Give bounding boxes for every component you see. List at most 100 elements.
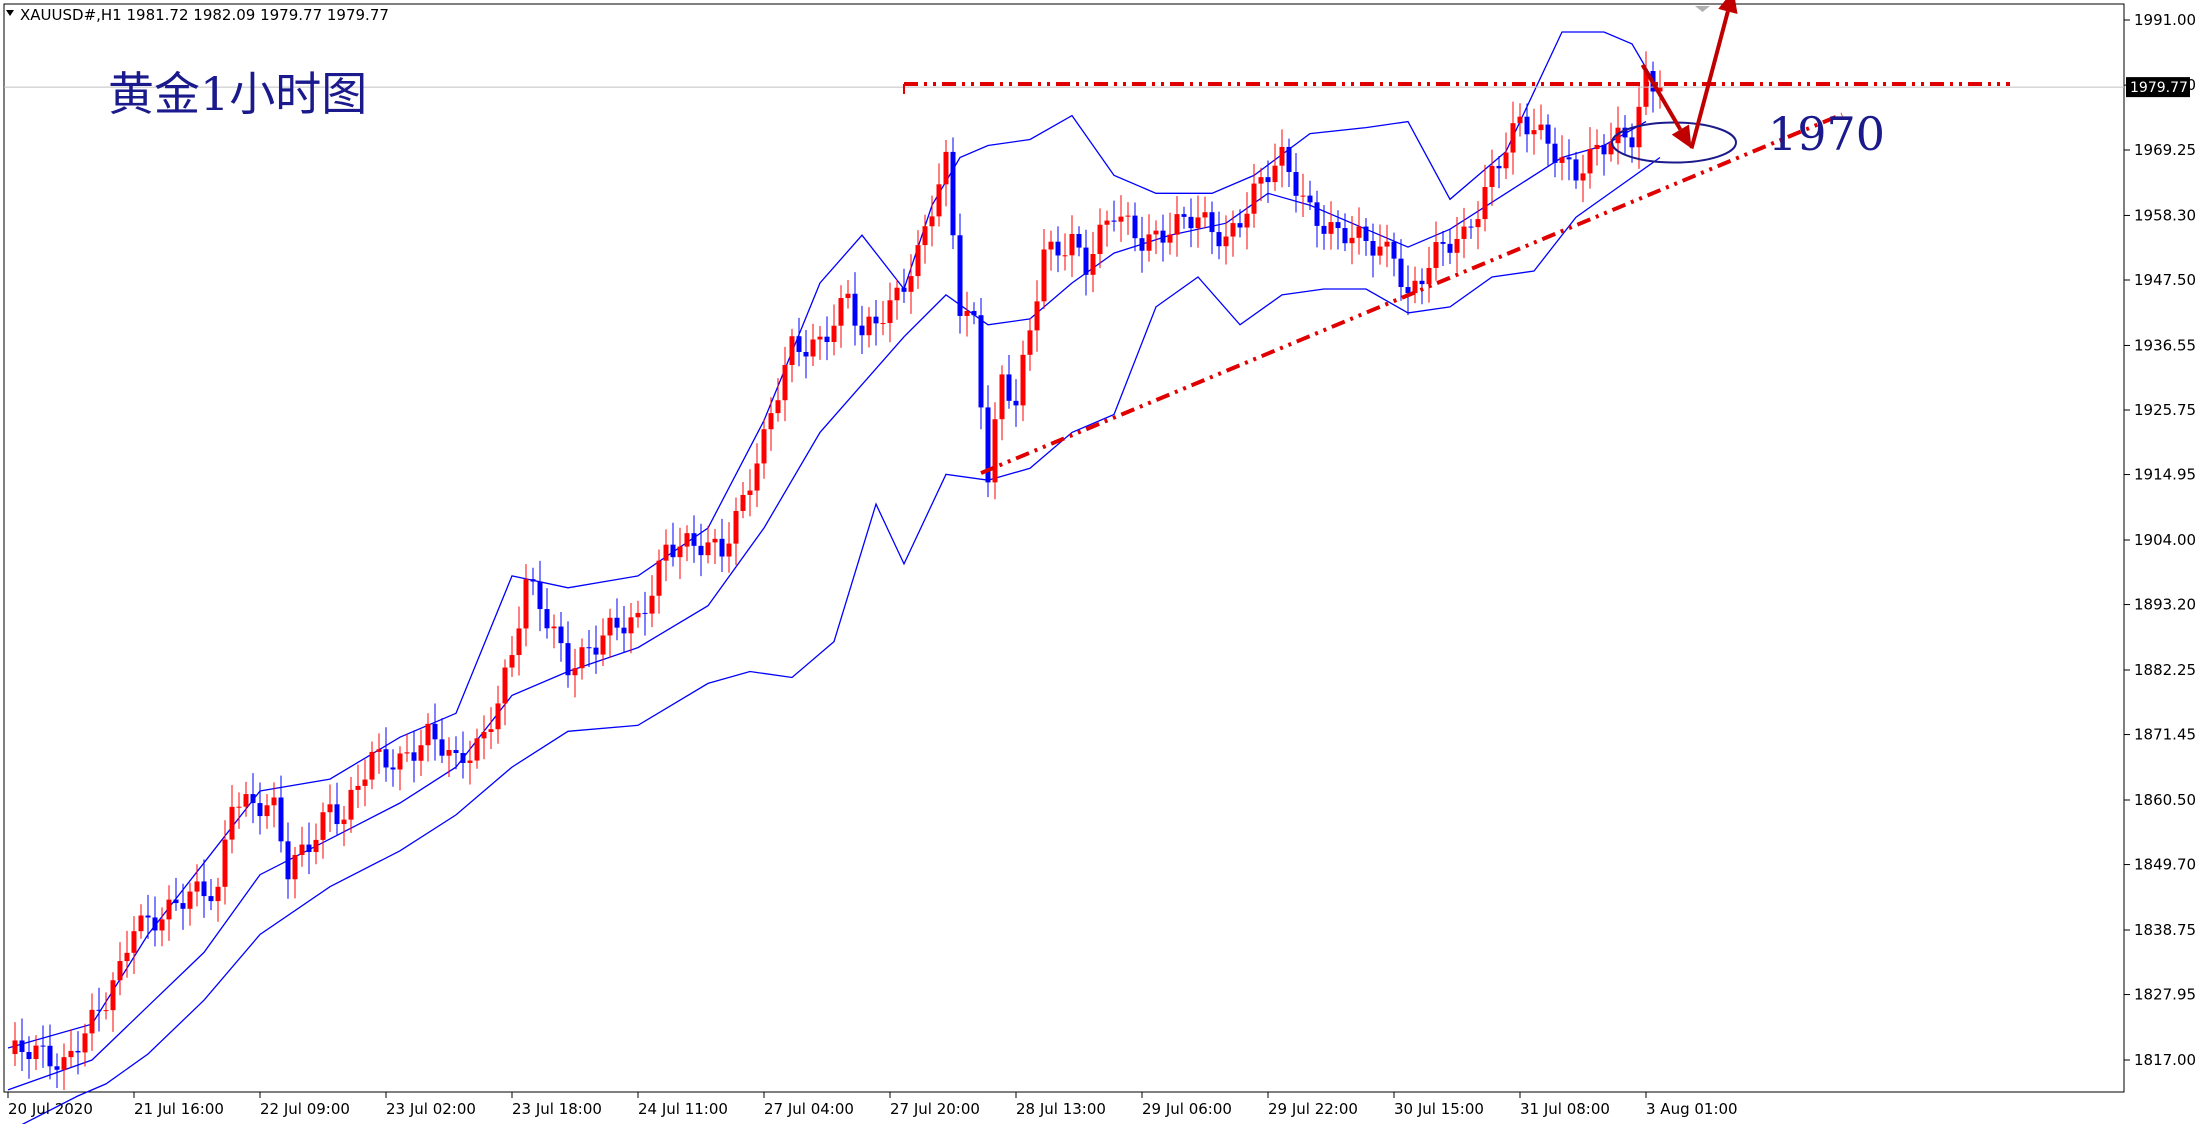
candle-body: [845, 293, 851, 299]
candle-body: [1006, 374, 1012, 401]
candle-body: [1503, 152, 1509, 169]
candle-body: [1314, 202, 1320, 226]
candle-body: [138, 915, 144, 932]
candle-body: [859, 325, 865, 336]
candle-body: [978, 315, 984, 408]
candle-body: [1090, 253, 1096, 275]
candle-body: [166, 899, 172, 920]
candle-body: [1468, 226, 1474, 228]
candle-body: [768, 413, 774, 430]
candle-body: [726, 543, 732, 557]
candle-body: [782, 365, 788, 401]
candle-body: [390, 767, 396, 770]
candle-body: [1188, 216, 1194, 229]
candle-body: [1573, 159, 1579, 181]
band-lower: [21, 156, 1661, 1124]
y-tick-label: 1958.30: [2134, 206, 2196, 224]
candle-body: [551, 626, 557, 629]
candle-body: [1132, 215, 1138, 239]
candle-body: [635, 612, 641, 618]
candle-body: [1279, 146, 1285, 166]
candle-body: [628, 617, 634, 634]
candle-body: [572, 668, 578, 676]
candle-body: [607, 617, 613, 636]
candle-body: [684, 533, 690, 547]
candle-body: [1601, 144, 1607, 155]
chart-shift-marker-icon[interactable]: [1695, 6, 1710, 12]
candle-body: [894, 287, 900, 301]
pullback-arrow-head: [1671, 124, 1692, 149]
candle-body: [1062, 255, 1068, 257]
candle-body: [1405, 287, 1411, 294]
candle-body: [1496, 165, 1502, 169]
candle-body: [1013, 400, 1019, 406]
candle-body: [1545, 124, 1551, 144]
candle-body: [222, 839, 228, 887]
candle-body: [194, 881, 200, 892]
candle-body: [1097, 224, 1103, 254]
time-axis[interactable]: 20 Jul 2020 21 Jul 16:00 22 Jul 09:00 23 Ju…: [7, 1092, 1738, 1118]
candle-body: [1342, 228, 1348, 244]
candle-body: [1076, 233, 1082, 248]
candle-body: [1447, 243, 1453, 253]
candle-body: [1027, 330, 1033, 355]
candle-body: [957, 235, 963, 316]
candle-body: [565, 643, 571, 676]
candle-body: [82, 1033, 88, 1053]
candle-body: [369, 751, 375, 780]
plot-frame: [3, 3, 2125, 1093]
candle-body: [33, 1045, 39, 1060]
candle-body: [1139, 238, 1145, 251]
candle-body: [201, 881, 207, 897]
candle-body: [1195, 217, 1201, 229]
candle-body: [68, 1050, 74, 1058]
candle-body: [593, 647, 599, 655]
candle-body: [264, 805, 270, 817]
candle-body: [1111, 220, 1117, 222]
candle-body: [236, 806, 242, 808]
candle-body: [915, 245, 921, 277]
candle-body: [516, 628, 522, 656]
y-tick-label: 1849.70: [2134, 856, 2196, 874]
x-tick-label: 23 Jul 18:00: [512, 1100, 602, 1118]
symbol-menu-triangle-icon[interactable]: [6, 10, 14, 16]
candle-body: [1377, 246, 1383, 256]
candle-body: [1489, 165, 1495, 188]
candle-body: [621, 627, 627, 634]
candle-body: [1146, 234, 1152, 251]
candle-body: [348, 789, 354, 820]
candle-body: [1237, 223, 1243, 228]
candle-body: [1244, 213, 1250, 228]
candle-body: [1258, 177, 1264, 184]
candle-body: [341, 819, 347, 825]
candle-body: [1559, 157, 1565, 163]
candle-body: [278, 797, 284, 842]
candlestick-series: [12, 51, 1663, 1090]
candle-body: [1622, 127, 1628, 138]
candle-body: [999, 374, 1005, 420]
candle-body: [887, 300, 893, 324]
candle-body: [775, 400, 781, 414]
candle-body: [929, 216, 935, 227]
y-tick-label: 1860.50: [2134, 791, 2196, 809]
y-tick-label: 1969.25: [2134, 141, 2196, 159]
y-tick-label: 1827.95: [2134, 986, 2196, 1004]
y-tick-label: 1817.00: [2134, 1051, 2196, 1069]
x-tick-label: 20 Jul 2020: [8, 1100, 93, 1118]
candle-body: [250, 794, 256, 804]
candle-body: [558, 626, 564, 644]
candle-body: [523, 579, 529, 629]
y-tick-label: 1871.45: [2134, 726, 2196, 744]
y-tick-label: 1914.95: [2134, 466, 2196, 484]
symbol-header: XAUUSD#,H1 1981.72 1982.09 1979.77 1979.…: [20, 6, 389, 24]
price-axis[interactable]: 1991.001980.101969.251958.301947.501936.…: [2124, 11, 2196, 1069]
candle-body: [803, 351, 809, 357]
candle-body: [1167, 234, 1173, 243]
candle-body: [579, 647, 585, 669]
current-price-label: 1979.77: [2130, 80, 2188, 96]
candle-body: [1370, 241, 1376, 256]
target-price-annotation: 1970: [1768, 107, 1885, 161]
candle-body: [376, 749, 382, 752]
candle-body: [215, 886, 221, 902]
